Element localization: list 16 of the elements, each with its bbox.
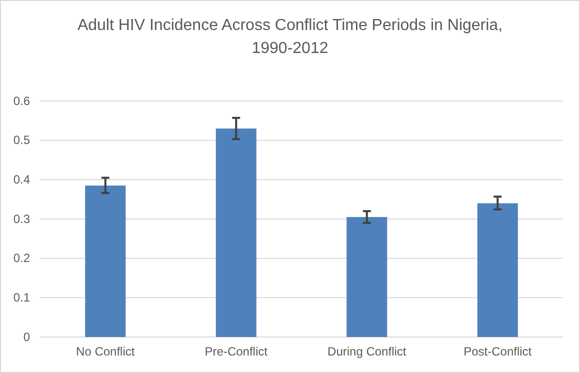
bar bbox=[216, 128, 256, 337]
bar bbox=[477, 203, 518, 337]
y-tick-label: 0.6 bbox=[13, 94, 30, 108]
x-tick-label: Post-Conflict bbox=[464, 344, 532, 359]
y-tick-label: 0.1 bbox=[13, 290, 30, 305]
chart-title: Adult HIV Incidence Across Conflict Time Periods in Nigeria, 1990-2012 bbox=[77, 17, 503, 57]
y-tick-label: 0.4 bbox=[13, 172, 30, 187]
y-tick-label: 0.3 bbox=[13, 212, 30, 226]
bar bbox=[346, 217, 388, 337]
bar bbox=[85, 186, 126, 337]
y-tick-label: 0.2 bbox=[13, 251, 30, 266]
x-tick-label: Pre-Conflict bbox=[204, 344, 268, 359]
x-tick-label: During Conflict bbox=[328, 344, 407, 359]
y-tick-label: 0.5 bbox=[13, 133, 30, 148]
x-tick-label: No Conflict bbox=[76, 344, 136, 359]
y-tick-label: 0 bbox=[23, 330, 30, 344]
